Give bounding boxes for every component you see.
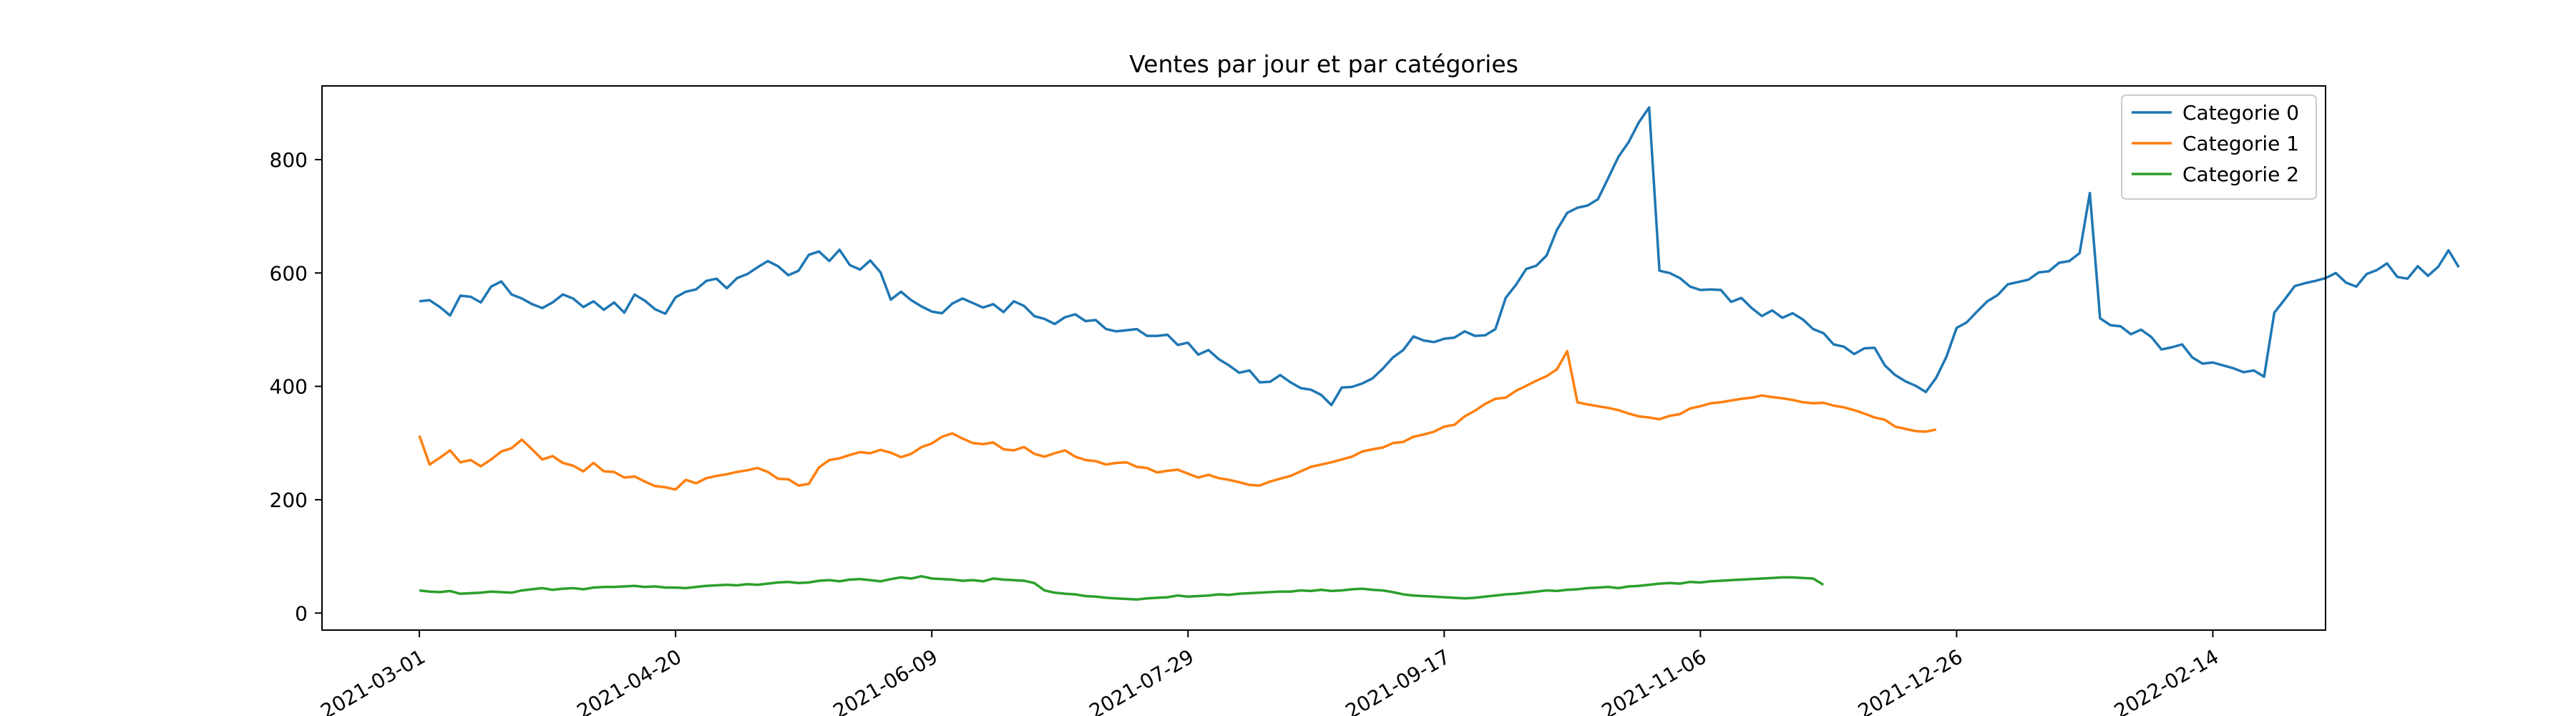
y-tick-label: 200	[270, 488, 308, 512]
x-tick-label: 2021-09-17	[1342, 644, 1454, 716]
y-tick-label: 400	[270, 375, 308, 399]
x-tick-label: 2021-12-26	[1854, 644, 1966, 716]
x-tick-label: 2021-04-20	[573, 644, 686, 716]
x-tick-label: 2021-06-09	[829, 644, 942, 716]
y-tick-label: 600	[270, 261, 308, 285]
plot-frame	[321, 85, 2326, 631]
y-tick-label: 0	[295, 601, 308, 625]
legend: Categorie 0 Categorie 1 Categorie 2	[2121, 95, 2317, 200]
x-tick-label: 2021-03-01	[317, 644, 429, 716]
y-tick-label: 800	[270, 148, 308, 172]
series-line-1	[418, 349, 1937, 491]
series-line-2	[419, 575, 1825, 601]
series-line-0	[419, 106, 2460, 407]
chart-title: Ventes par jour et par catégories	[1129, 50, 1518, 78]
x-tick-label: 2021-07-29	[1085, 644, 1198, 716]
x-tick-label: 2022-02-14	[2110, 644, 2223, 716]
legend-label: Categorie 1	[2182, 132, 2299, 155]
x-tick-label: 2021-11-06	[1598, 644, 1710, 716]
plot-lines	[418, 106, 2460, 601]
legend-label: Categorie 0	[2182, 101, 2299, 125]
legend-label: Categorie 2	[2182, 163, 2299, 186]
